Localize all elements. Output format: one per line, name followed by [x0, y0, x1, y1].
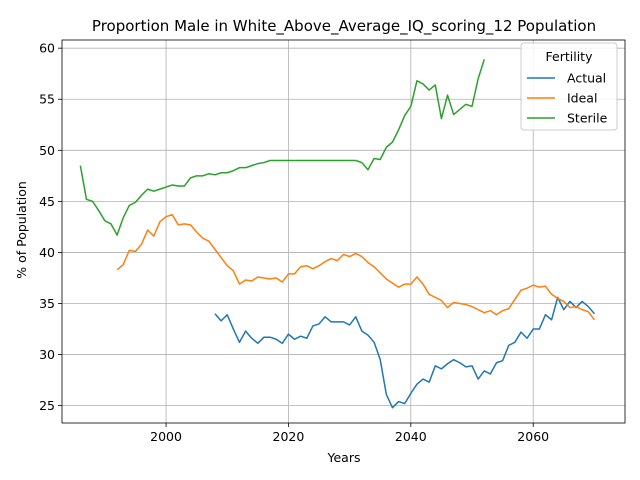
chart-title: Proportion Male in White_Above_Average_I…	[92, 17, 596, 36]
legend-label-ideal: Ideal	[567, 91, 597, 106]
y-tick-label: 55	[39, 92, 55, 107]
x-tick-label: 2060	[517, 429, 549, 444]
x-tick-label: 2000	[150, 429, 182, 444]
legend: Fertility Actual Ideal Sterile	[521, 43, 617, 130]
y-tick-label: 50	[39, 143, 55, 158]
y-tick-label: 25	[39, 398, 55, 413]
x-axis-label: Years	[327, 450, 361, 465]
y-tick-label: 30	[39, 347, 55, 362]
y-tick-label: 60	[39, 41, 55, 56]
legend-title: Fertility	[546, 49, 594, 64]
y-tick-label: 40	[39, 245, 55, 260]
y-axis-label: % of Population	[14, 181, 29, 279]
y-tick-label: 35	[39, 296, 55, 311]
legend-label-actual: Actual	[567, 71, 606, 86]
x-tick-label: 2020	[273, 429, 305, 444]
legend-entries: Actual Ideal Sterile	[527, 71, 608, 126]
x-tick-label: 2040	[395, 429, 427, 444]
y-tick-label: 45	[39, 194, 55, 209]
legend-label-sterile: Sterile	[567, 111, 608, 126]
